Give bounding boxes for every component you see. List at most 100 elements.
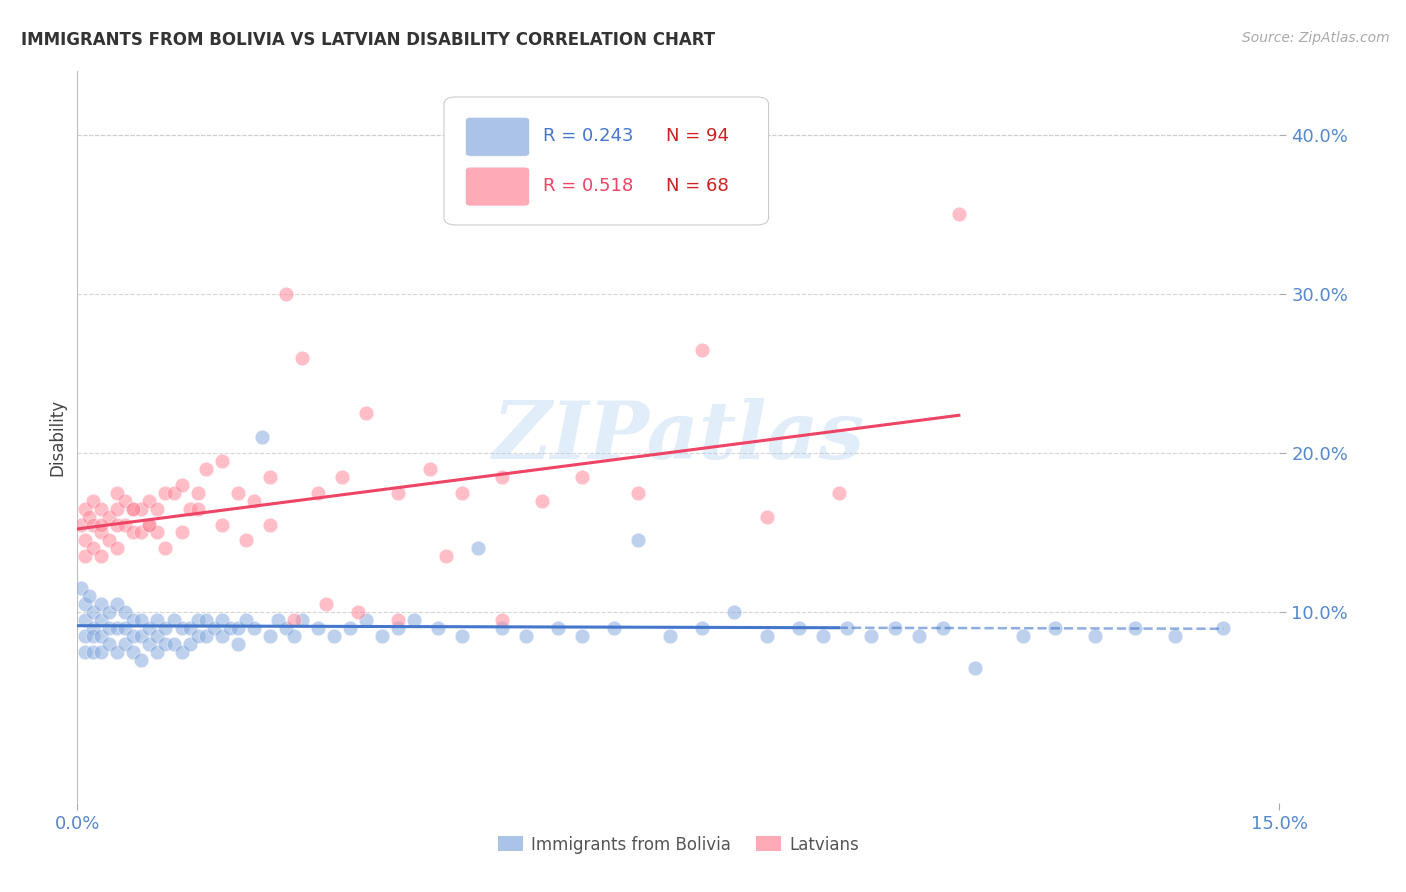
Point bbox=[835, 621, 858, 635]
Point bbox=[90, 549, 112, 564]
Point bbox=[90, 613, 112, 627]
Point bbox=[98, 509, 121, 524]
Point bbox=[515, 629, 537, 643]
Point bbox=[491, 613, 513, 627]
Point bbox=[267, 613, 290, 627]
Point bbox=[146, 525, 169, 540]
Point bbox=[235, 533, 257, 548]
Point bbox=[547, 621, 569, 635]
Point bbox=[90, 629, 112, 643]
Text: ZIPatlas: ZIPatlas bbox=[492, 399, 865, 475]
Point bbox=[155, 637, 177, 651]
Point bbox=[194, 462, 217, 476]
Point bbox=[138, 517, 160, 532]
Point bbox=[226, 621, 249, 635]
Point bbox=[211, 629, 233, 643]
Point bbox=[107, 541, 129, 556]
Y-axis label: Disability: Disability bbox=[48, 399, 66, 475]
Point bbox=[98, 637, 121, 651]
Point bbox=[692, 343, 714, 357]
Point bbox=[531, 493, 554, 508]
Point bbox=[131, 629, 153, 643]
Point bbox=[755, 509, 778, 524]
Point bbox=[170, 621, 193, 635]
Point bbox=[467, 541, 489, 556]
Point bbox=[692, 621, 714, 635]
Point bbox=[82, 517, 104, 532]
Point bbox=[114, 493, 136, 508]
Point bbox=[170, 477, 193, 491]
Point bbox=[242, 493, 264, 508]
Point bbox=[242, 621, 264, 635]
Point bbox=[963, 660, 986, 674]
Point bbox=[427, 621, 450, 635]
Point bbox=[162, 613, 184, 627]
Point bbox=[859, 629, 882, 643]
Point bbox=[419, 462, 441, 476]
Point bbox=[122, 501, 145, 516]
Point bbox=[451, 629, 474, 643]
Point bbox=[107, 517, 129, 532]
Point bbox=[387, 621, 409, 635]
Point bbox=[1084, 629, 1107, 643]
Point bbox=[131, 501, 153, 516]
Point bbox=[1123, 621, 1146, 635]
Point bbox=[131, 613, 153, 627]
Point bbox=[235, 613, 257, 627]
Point bbox=[307, 621, 329, 635]
Text: N = 94: N = 94 bbox=[666, 128, 730, 145]
Point bbox=[90, 525, 112, 540]
Point bbox=[226, 637, 249, 651]
Point bbox=[70, 517, 93, 532]
Point bbox=[146, 645, 169, 659]
Point bbox=[90, 597, 112, 611]
Point bbox=[131, 525, 153, 540]
Point bbox=[170, 645, 193, 659]
Point bbox=[155, 485, 177, 500]
Point bbox=[322, 629, 344, 643]
Point bbox=[107, 645, 129, 659]
Point bbox=[82, 605, 104, 619]
Point bbox=[330, 470, 353, 484]
Point bbox=[659, 629, 682, 643]
Point bbox=[75, 501, 97, 516]
Point bbox=[811, 629, 834, 643]
Point bbox=[98, 533, 121, 548]
Point bbox=[211, 613, 233, 627]
Point bbox=[90, 645, 112, 659]
Point bbox=[186, 485, 209, 500]
Point bbox=[122, 525, 145, 540]
Point bbox=[98, 621, 121, 635]
Point bbox=[291, 351, 314, 365]
Point bbox=[75, 549, 97, 564]
Point bbox=[883, 621, 905, 635]
Point bbox=[138, 637, 160, 651]
Point bbox=[70, 581, 93, 595]
Point bbox=[107, 485, 129, 500]
Point bbox=[146, 613, 169, 627]
Point bbox=[138, 621, 160, 635]
Point bbox=[908, 629, 931, 643]
Point bbox=[114, 517, 136, 532]
Point bbox=[434, 549, 457, 564]
Point bbox=[122, 501, 145, 516]
Point bbox=[179, 637, 201, 651]
Point bbox=[259, 629, 281, 643]
Point bbox=[82, 629, 104, 643]
Point bbox=[627, 533, 650, 548]
Point bbox=[179, 501, 201, 516]
Point bbox=[339, 621, 361, 635]
Point bbox=[226, 485, 249, 500]
Point bbox=[114, 621, 136, 635]
Text: R = 0.518: R = 0.518 bbox=[543, 178, 633, 195]
Point bbox=[755, 629, 778, 643]
Point bbox=[1012, 629, 1035, 643]
Point bbox=[723, 605, 745, 619]
Point bbox=[283, 629, 305, 643]
Point bbox=[1212, 621, 1234, 635]
Point bbox=[75, 629, 97, 643]
Point bbox=[347, 605, 370, 619]
Point bbox=[354, 406, 377, 420]
Point bbox=[315, 597, 337, 611]
Point bbox=[186, 501, 209, 516]
